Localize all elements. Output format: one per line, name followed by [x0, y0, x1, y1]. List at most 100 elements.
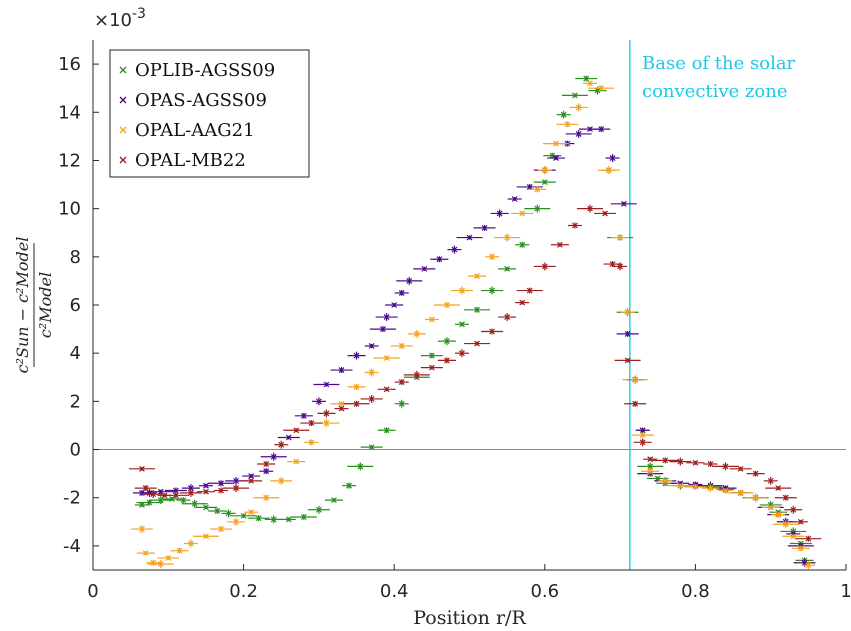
- data-point: [507, 196, 522, 202]
- data-point: [259, 468, 274, 475]
- marker: [587, 80, 593, 87]
- y-tick-label: 16: [58, 54, 81, 75]
- marker: [594, 87, 601, 94]
- marker: [624, 330, 631, 337]
- data-point: [181, 499, 208, 508]
- data-point: [576, 204, 603, 213]
- data-point: [283, 427, 310, 434]
- marker: [526, 287, 533, 294]
- y-tick-label: 8: [70, 247, 81, 268]
- data-point: [430, 256, 449, 263]
- marker: [662, 477, 669, 484]
- marker: [459, 321, 465, 328]
- marker: [459, 350, 465, 357]
- marker: [157, 497, 164, 504]
- data-point: [464, 340, 491, 347]
- y-axis-label: c²Sun − c²Model c²Model: [13, 237, 55, 374]
- marker: [677, 482, 684, 489]
- marker: [511, 196, 518, 202]
- data-point: [594, 210, 617, 217]
- data-point: [556, 121, 579, 128]
- y-tick-label: 10: [58, 199, 81, 220]
- data-point: [494, 233, 521, 242]
- marker: [767, 504, 774, 511]
- data-point: [221, 509, 236, 518]
- data-point: [729, 465, 752, 472]
- marker: [722, 487, 729, 494]
- marker: [293, 427, 300, 434]
- axes: 0 0.2 0.4 0.6 0.8 1 -4 -2 0 2 4 6 8 10 12 14 16 ×10-3 Posi…: [13, 6, 851, 629]
- marker: [639, 427, 646, 434]
- y-tick-label: 2: [70, 391, 81, 412]
- marker: [315, 398, 322, 405]
- data-point: [613, 262, 628, 271]
- data-point: [597, 166, 620, 175]
- marker: [214, 508, 221, 514]
- marker: [722, 485, 729, 492]
- data-point: [264, 515, 283, 524]
- x-tick-label: 0.2: [229, 581, 258, 602]
- marker: [504, 314, 511, 320]
- data-point: [424, 316, 439, 323]
- data-point: [170, 547, 189, 554]
- y-tick-label: -2: [63, 488, 81, 509]
- data-point: [257, 461, 276, 467]
- data-point: [774, 494, 797, 501]
- data-point: [277, 434, 300, 441]
- data-point: [181, 484, 200, 493]
- marker: [353, 383, 360, 390]
- data-point: [473, 224, 496, 231]
- marker: [218, 526, 224, 532]
- data-point: [772, 520, 799, 529]
- data-point: [605, 154, 620, 163]
- marker: [285, 516, 292, 523]
- legend-label: OPAS-AGSS09: [135, 90, 267, 111]
- marker: [639, 439, 646, 446]
- marker: [331, 497, 337, 504]
- data-point: [311, 397, 326, 406]
- marker: [383, 386, 390, 393]
- data-point: [347, 383, 366, 390]
- marker: [248, 477, 255, 484]
- data-point: [136, 499, 163, 506]
- legend-marker: [119, 66, 127, 74]
- marker: [263, 468, 270, 475]
- y-tick-label: 0: [70, 440, 81, 461]
- data-point: [801, 561, 816, 570]
- data-point: [360, 394, 383, 403]
- data-point: [703, 461, 718, 467]
- marker: [504, 234, 511, 241]
- marker: [338, 400, 345, 407]
- marker: [767, 477, 774, 484]
- y-tick-label: 12: [58, 150, 81, 171]
- y-tick-label: -4: [63, 536, 81, 557]
- marker: [519, 299, 526, 306]
- marker: [146, 499, 153, 506]
- data-point: [324, 497, 343, 504]
- data-point: [447, 245, 462, 254]
- marker: [428, 316, 435, 323]
- data-point: [763, 476, 778, 485]
- annotation-line-2: convective zone: [642, 81, 788, 102]
- marker: [191, 500, 198, 507]
- data-point: [561, 92, 588, 99]
- data-point: [304, 439, 319, 446]
- data-point: [450, 286, 473, 295]
- data-point: [270, 476, 293, 485]
- data-point: [134, 485, 157, 492]
- marker: [346, 482, 352, 489]
- plot-area: [93, 40, 846, 570]
- data-point: [347, 351, 366, 360]
- marker: [357, 463, 364, 470]
- marker: [692, 483, 699, 490]
- data-point: [784, 505, 803, 514]
- marker: [489, 253, 496, 260]
- data-point: [667, 482, 694, 489]
- data-point: [407, 329, 426, 338]
- data-point: [369, 326, 396, 333]
- marker: [647, 468, 654, 475]
- marker: [782, 494, 789, 501]
- data-point: [375, 313, 398, 322]
- marker: [218, 480, 224, 487]
